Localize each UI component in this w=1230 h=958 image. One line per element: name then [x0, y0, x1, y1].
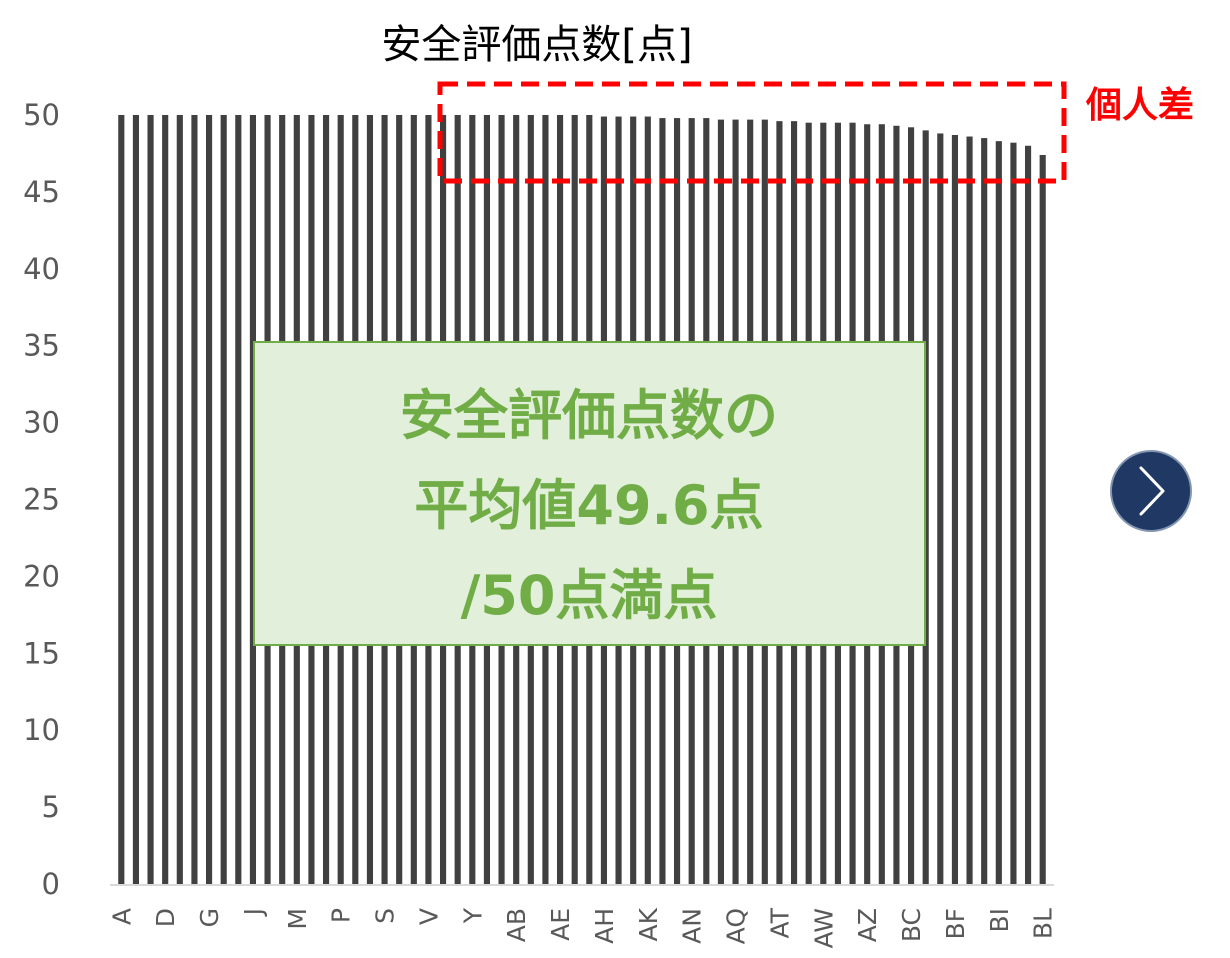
next-button[interactable]	[1110, 450, 1192, 532]
x-tick-label: AK	[634, 907, 663, 941]
x-tick-label: P	[327, 908, 356, 923]
x-tick-label: A	[107, 908, 136, 925]
x-tick-label: S	[371, 908, 400, 924]
summary-line-1: 安全評価点数の	[400, 384, 778, 447]
x-tick-label: AQ	[722, 908, 751, 944]
y-tick-label: 30	[23, 406, 60, 440]
y-tick-label: 10	[23, 713, 60, 747]
bar	[1024, 145, 1032, 884]
x-tick-label: BI	[985, 908, 1014, 933]
chart-title: 安全評価点数[点]	[381, 22, 692, 68]
x-tick-label: AZ	[853, 908, 882, 942]
x-tick-label: V	[414, 908, 443, 925]
x-tick-label: BC	[897, 908, 926, 942]
bar	[249, 115, 257, 884]
bar	[132, 115, 140, 884]
bar	[147, 115, 154, 884]
summary-line-3: /50点満点	[461, 564, 718, 627]
x-tick-label: M	[283, 908, 312, 930]
bar	[966, 136, 973, 884]
y-tick-label: 20	[23, 559, 60, 593]
chevron-right-icon	[1139, 466, 1165, 516]
x-tick-label: G	[195, 908, 224, 927]
bar	[191, 115, 198, 884]
x-axis: A D G J M P S V Y AB AE AH AK AN AQ AT AW AZ BC BF BI BL	[107, 907, 1057, 948]
x-tick-label: AH	[590, 908, 619, 944]
bar	[1039, 154, 1046, 885]
bar	[995, 141, 1002, 884]
bar	[981, 138, 988, 884]
x-tick-label: AB	[502, 908, 531, 942]
bar	[1010, 142, 1017, 884]
bar	[951, 134, 959, 885]
x-tick-label: AE	[546, 908, 575, 941]
individual-difference-highlight	[437, 81, 1067, 184]
x-tick-label: AT	[765, 907, 794, 938]
y-tick-label: 40	[23, 252, 60, 286]
y-tick-label: 15	[23, 636, 60, 670]
bar	[118, 115, 125, 884]
x-tick-label: BF	[941, 908, 970, 940]
y-tick-label: 35	[23, 329, 60, 363]
bar	[235, 115, 242, 884]
y-tick-label: 0	[42, 867, 60, 901]
y-tick-label: 5	[42, 790, 60, 824]
y-tick-label: 50	[23, 98, 60, 132]
summary-line-2: 平均値49.6点	[414, 474, 763, 537]
bar	[937, 133, 944, 884]
bar	[220, 115, 227, 884]
x-tick-label: Y	[458, 907, 487, 924]
x-tick-label: D	[151, 908, 180, 927]
x-tick-label: J	[239, 908, 268, 917]
bar	[176, 115, 183, 884]
bar	[162, 115, 169, 884]
x-tick-label: BL	[1029, 908, 1058, 939]
x-tick-label: AW	[809, 908, 838, 948]
individual-difference-label: 個人差	[1085, 85, 1194, 126]
x-tick-label: AN	[678, 908, 707, 944]
summary-box	[253, 341, 926, 646]
y-tick-label: 25	[23, 483, 60, 517]
y-tick-label: 45	[23, 175, 60, 209]
bar	[205, 115, 213, 884]
y-axis: 0 5 10 15 20 25 30 35 40 45 50	[23, 98, 60, 901]
